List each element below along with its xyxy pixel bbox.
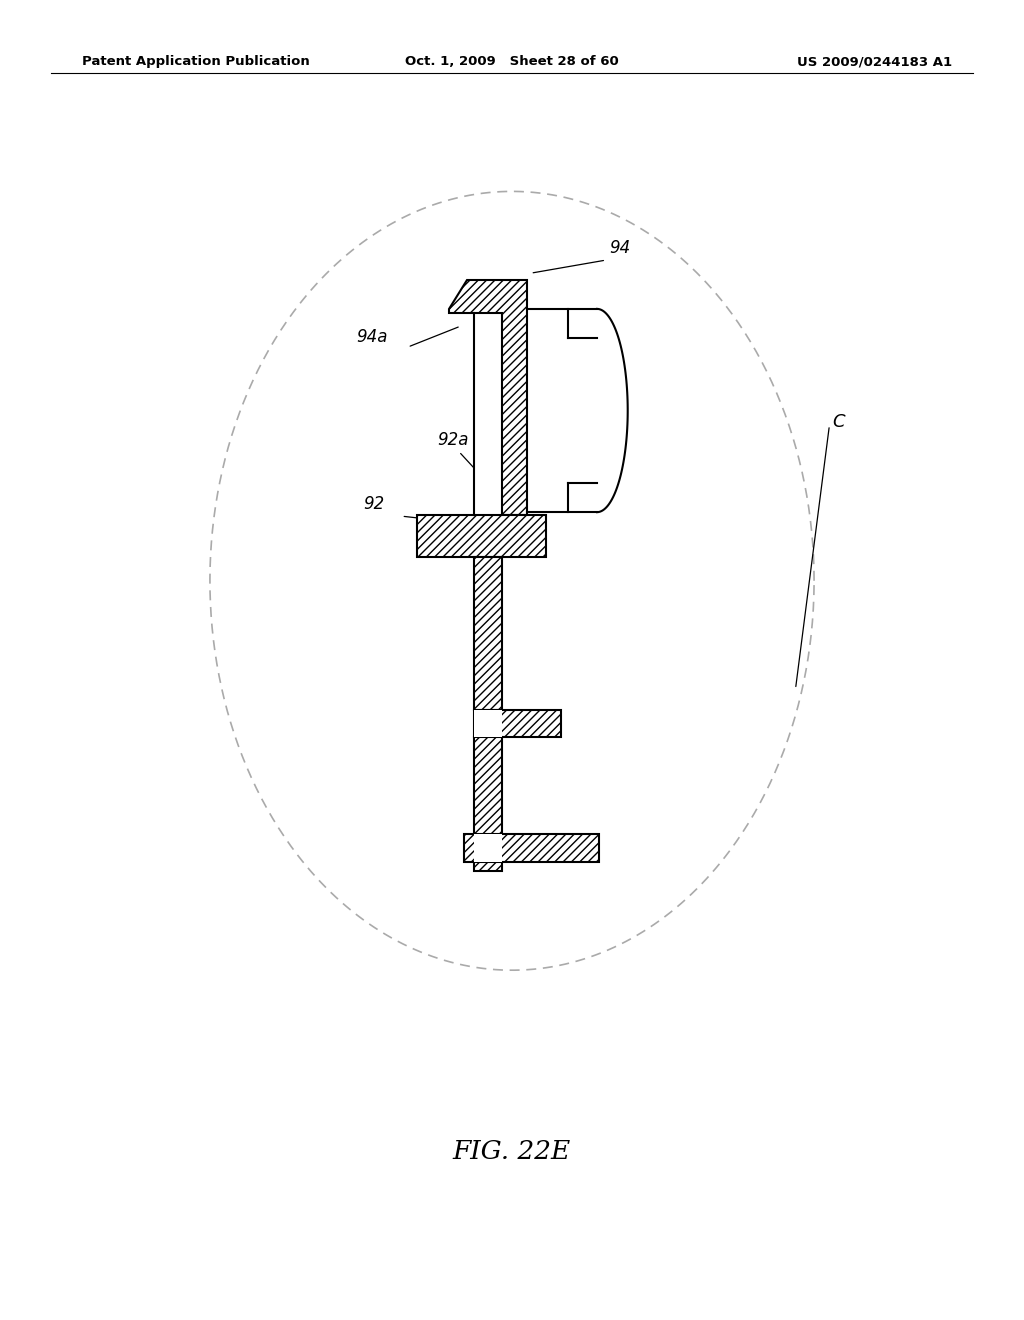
Polygon shape <box>474 737 502 871</box>
Text: 92a: 92a <box>437 430 469 449</box>
Text: 92: 92 <box>364 495 385 513</box>
Text: US 2009/0244183 A1: US 2009/0244183 A1 <box>798 55 952 69</box>
Text: Oct. 1, 2009   Sheet 28 of 60: Oct. 1, 2009 Sheet 28 of 60 <box>406 55 618 69</box>
Polygon shape <box>464 834 599 862</box>
Polygon shape <box>449 280 527 515</box>
Text: 94: 94 <box>609 239 631 257</box>
Text: FIG. 22E: FIG. 22E <box>453 1139 571 1163</box>
Polygon shape <box>474 710 561 737</box>
Polygon shape <box>474 710 502 737</box>
Polygon shape <box>474 834 502 862</box>
Polygon shape <box>417 515 546 557</box>
Text: C: C <box>833 413 845 432</box>
Text: 94a: 94a <box>356 327 388 346</box>
Polygon shape <box>474 313 502 515</box>
Polygon shape <box>474 557 502 710</box>
Text: Patent Application Publication: Patent Application Publication <box>82 55 309 69</box>
Polygon shape <box>527 309 628 512</box>
